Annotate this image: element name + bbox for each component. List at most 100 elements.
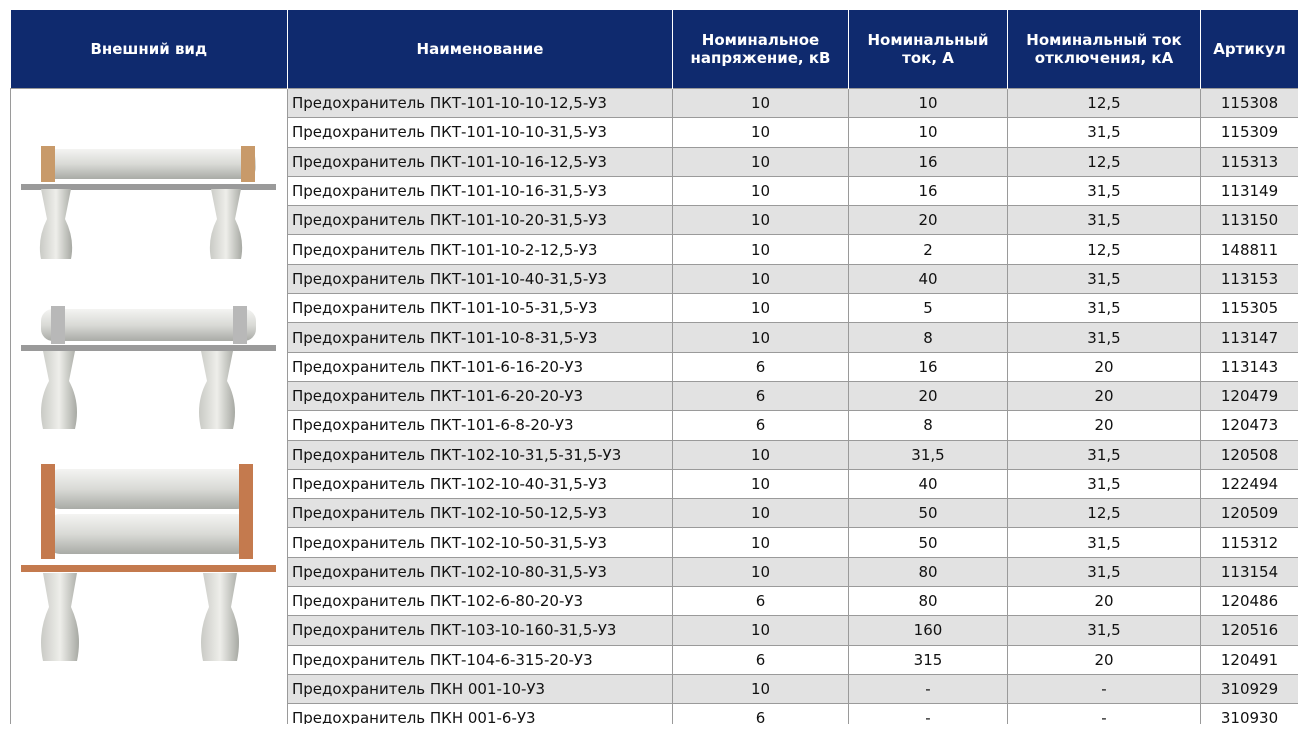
table-cell: 148811 (1201, 235, 1299, 264)
product-name: Предохранитель ПКТ-101-10-16-31,5-У3 (288, 176, 673, 205)
table-cell: 120516 (1201, 616, 1299, 645)
product-name: Предохранитель ПКТ-104-6-315-20-У3 (288, 645, 673, 674)
table-cell: 31,5 (1008, 206, 1201, 235)
table-cell: 8 (849, 323, 1008, 352)
product-name: Предохранитель ПКТ-101-10-20-31,5-У3 (288, 206, 673, 235)
table-cell: 50 (849, 528, 1008, 557)
table-cell: 31,5 (1008, 557, 1201, 586)
table-cell: 31,5 (849, 440, 1008, 469)
product-name: Предохранитель ПКТ-102-10-50-12,5-У3 (288, 499, 673, 528)
table-cell: 10 (673, 206, 849, 235)
product-name: Предохранитель ПКТ-101-10-10-31,5-У3 (288, 118, 673, 147)
table-cell: 80 (849, 557, 1008, 586)
table-cell: 6 (673, 352, 849, 381)
table-cell: 10 (673, 294, 849, 323)
column-header: Внешний вид (11, 10, 288, 89)
table-cell: 5 (849, 294, 1008, 323)
table-cell: 31,5 (1008, 176, 1201, 205)
table-cell: 160 (849, 616, 1008, 645)
table-cell: 10 (673, 528, 849, 557)
table-cell: 12,5 (1008, 147, 1201, 176)
table-cell: 20 (1008, 381, 1201, 410)
table-cell: 10 (673, 469, 849, 498)
table-cell: 10 (849, 118, 1008, 147)
table-cell: 6 (673, 381, 849, 410)
table-cell: 8 (849, 411, 1008, 440)
table-cell: 10 (673, 674, 849, 703)
product-name: Предохранитель ПКТ-101-10-5-31,5-У3 (288, 294, 673, 323)
product-name: Предохранитель ПКТ-101-10-10-12,5-У3 (288, 89, 673, 118)
table-cell: 31,5 (1008, 440, 1201, 469)
table-cell: 113149 (1201, 176, 1299, 205)
product-name: Предохранитель ПКТ-101-6-8-20-У3 (288, 411, 673, 440)
fuse-image-2 (21, 306, 276, 429)
table-cell: 31,5 (1008, 323, 1201, 352)
product-name: Предохранитель ПКН 001-6-У3 (288, 704, 673, 724)
product-name: Предохранитель ПКН 001-10-У3 (288, 674, 673, 703)
column-header: Номинальный ток отключения, кА (1008, 10, 1201, 89)
product-name: Предохранитель ПКТ-102-10-80-31,5-У3 (288, 557, 673, 586)
product-name: Предохранитель ПКТ-102-10-50-31,5-У3 (288, 528, 673, 557)
table-cell: 115305 (1201, 294, 1299, 323)
table-cell: 31,5 (1008, 528, 1201, 557)
product-name: Предохранитель ПКТ-101-6-20-20-У3 (288, 381, 673, 410)
table-cell: 31,5 (1008, 294, 1201, 323)
table-cell: 10 (673, 440, 849, 469)
table-cell: 10 (673, 616, 849, 645)
table-cell: 6 (673, 587, 849, 616)
table-cell: 12,5 (1008, 499, 1201, 528)
table-cell: 10 (673, 176, 849, 205)
table-cell: 20 (849, 206, 1008, 235)
table-cell: 113143 (1201, 352, 1299, 381)
table-cell: 310930 (1201, 704, 1299, 724)
table-cell: 2 (849, 235, 1008, 264)
table-cell: 10 (673, 557, 849, 586)
table-cell: 113147 (1201, 323, 1299, 352)
column-header: Наименование (288, 10, 673, 89)
table-cell: - (849, 704, 1008, 724)
table-cell: 16 (849, 147, 1008, 176)
table-cell: 315 (849, 645, 1008, 674)
table-cell: 6 (673, 645, 849, 674)
column-header: Артикул (1201, 10, 1299, 89)
table-cell: 31,5 (1008, 118, 1201, 147)
table-cell: 40 (849, 469, 1008, 498)
fuse-image-1 (21, 146, 276, 259)
table-cell: 120491 (1201, 645, 1299, 674)
product-images (11, 89, 288, 729)
product-name: Предохранитель ПКТ-101-10-16-12,5-У3 (288, 147, 673, 176)
product-name: Предохранитель ПКТ-101-6-16-20-У3 (288, 352, 673, 381)
table-cell: - (1008, 704, 1201, 724)
table-cell: - (1008, 674, 1201, 703)
table-cell: 6 (673, 704, 849, 724)
table-cell: 12,5 (1008, 235, 1201, 264)
table-cell: 31,5 (1008, 264, 1201, 293)
table-cell: 10 (673, 323, 849, 352)
table-cell: 115313 (1201, 147, 1299, 176)
table-cell: 31,5 (1008, 469, 1201, 498)
table-cell: 113150 (1201, 206, 1299, 235)
table-cell: 20 (1008, 411, 1201, 440)
product-name: Предохранитель ПКТ-102-6-80-20-У3 (288, 587, 673, 616)
table-cell: 16 (849, 352, 1008, 381)
table-cell: 10 (673, 264, 849, 293)
table-cell: 122494 (1201, 469, 1299, 498)
table-cell: 120479 (1201, 381, 1299, 410)
table-cell: 120473 (1201, 411, 1299, 440)
table-cell: 10 (673, 235, 849, 264)
product-name: Предохранитель ПКТ-102-10-31,5-31,5-У3 (288, 440, 673, 469)
table-cell: 80 (849, 587, 1008, 616)
table-cell: 310929 (1201, 674, 1299, 703)
table-cell: 16 (849, 176, 1008, 205)
table-cell: 115308 (1201, 89, 1299, 118)
product-name: Предохранитель ПКТ-101-10-40-31,5-У3 (288, 264, 673, 293)
table-cell: 10 (673, 499, 849, 528)
table-cell: 113154 (1201, 557, 1299, 586)
column-header: Номинальный ток, А (849, 10, 1008, 89)
product-name: Предохранитель ПКТ-103-10-160-31,5-У3 (288, 616, 673, 645)
table-cell: 113153 (1201, 264, 1299, 293)
page: {"header":{"columns":["Внешний вид","Наи… (0, 0, 1305, 724)
table-cell: 20 (1008, 352, 1201, 381)
product-name: Предохранитель ПКТ-101-10-2-12,5-У3 (288, 235, 673, 264)
